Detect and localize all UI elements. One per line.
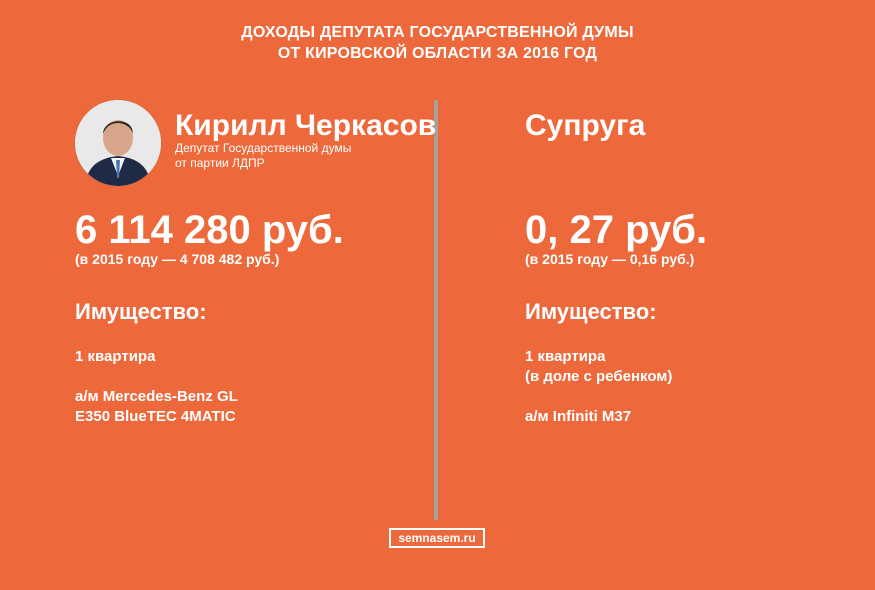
deputy-income: 6 114 280 руб. <box>75 208 344 252</box>
property-item-car: а/м Mercedes-Benz GL E350 BlueTEC 4MATIC <box>75 387 238 427</box>
deputy-property-list: 1 квартира а/м Mercedes-Benz GL E350 Blu… <box>75 347 238 447</box>
column-divider <box>434 100 438 520</box>
property-item-line: а/м Infiniti M37 <box>525 408 632 425</box>
spouse-property-heading: Имущество: <box>525 299 657 324</box>
deputy-role-line-2: от партии ЛДПР <box>175 156 265 170</box>
property-item-line: 1 квартира <box>75 348 156 365</box>
deputy-prev-income: (в 2015 году — 4 708 482 руб.) <box>75 251 280 267</box>
spouse-name: Супруга <box>525 109 646 142</box>
deputy-role: Депутат Государственной думы от партии Л… <box>175 141 351 171</box>
deputy-name: Кирилл Черкасов <box>175 109 437 142</box>
property-item-car: а/м Infiniti M37 <box>525 407 672 427</box>
property-item-line: E350 BlueTEC 4MATIC <box>75 408 236 425</box>
property-item-apartment: 1 квартира <box>75 347 238 367</box>
spouse-prev-income: (в 2015 году — 0,16 руб.) <box>525 251 695 267</box>
deputy-role-line-1: Депутат Государственной думы <box>175 141 352 155</box>
property-item-line: а/м Mercedes-Benz GL <box>75 388 238 405</box>
spouse-income: 0, 27 руб. <box>525 208 708 252</box>
title-line-1: ДОХОДЫ ДЕПУТАТА ГОСУДАРСТВЕННОЙ ДУМЫ <box>241 24 634 41</box>
deputy-photo <box>75 100 161 186</box>
property-item-line: 1 квартира <box>525 348 606 365</box>
property-item-apartment: 1 квартира (в доле с ребенком) <box>525 347 672 387</box>
site-badge[interactable]: semnasem.ru <box>389 528 485 548</box>
deputy-portrait-icon <box>75 100 161 186</box>
property-item-line: (в доле с ребенком) <box>525 368 673 385</box>
deputy-property-heading: Имущество: <box>75 299 207 324</box>
title-line-2: ОТ КИРОВСКОЙ ОБЛАСТИ ЗА 2016 ГОД <box>277 45 598 62</box>
page-title: ДОХОДЫ ДЕПУТАТА ГОСУДАРСТВЕННОЙ ДУМЫ ОТ … <box>0 22 875 64</box>
spouse-property-list: 1 квартира (в доле с ребенком) а/м Infin… <box>525 347 672 447</box>
